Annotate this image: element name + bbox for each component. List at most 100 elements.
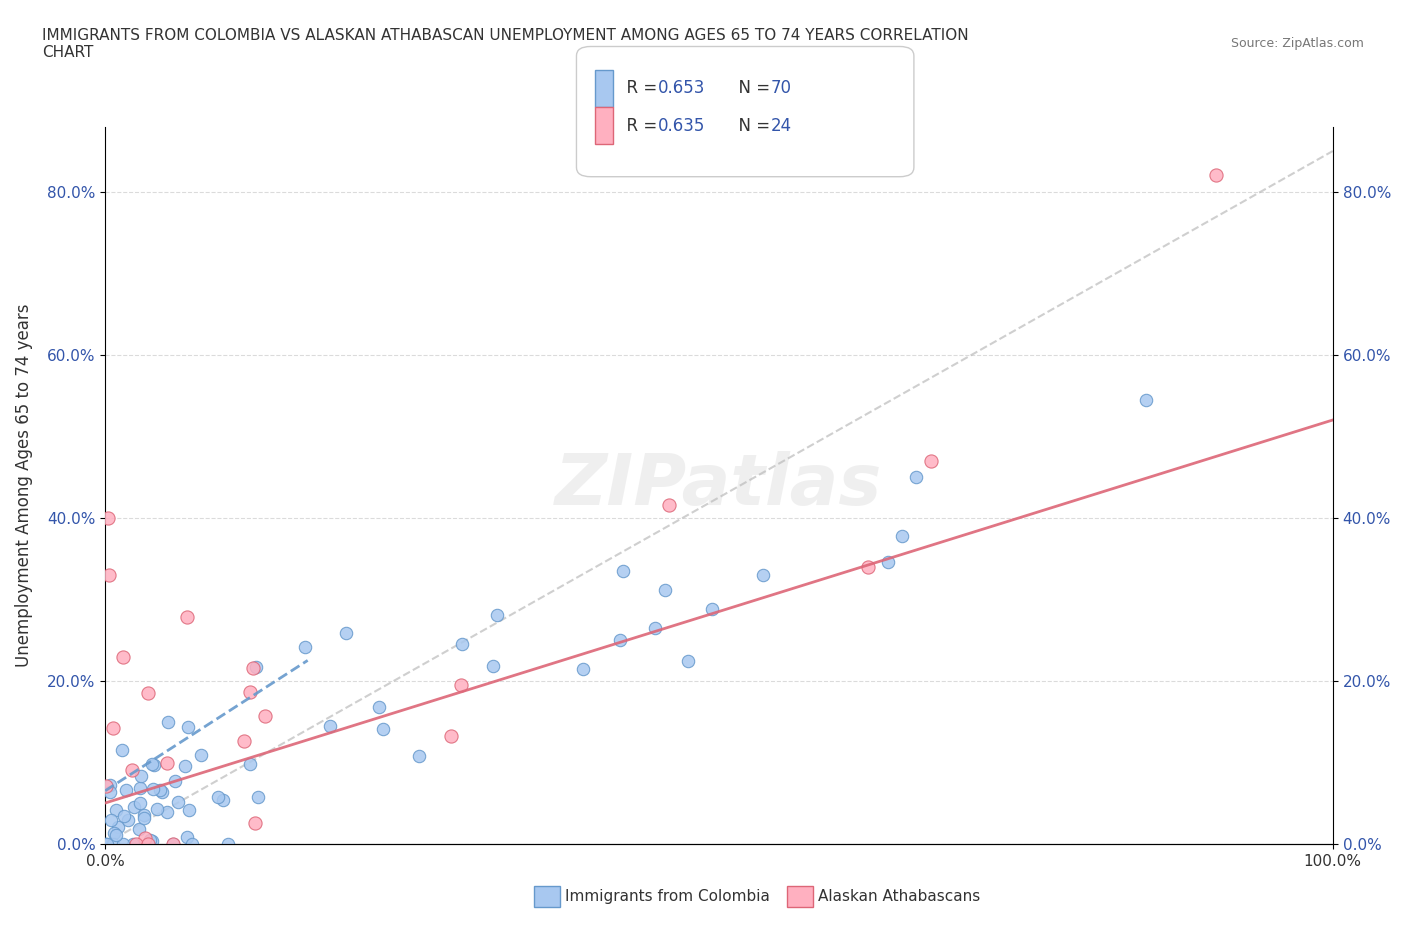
Immigrants from Colombia: [177, 720, 200, 735]
Alaskan Athabascans: [124, 836, 146, 851]
Immigrants from Colombia: [319, 719, 342, 734]
Text: Source: ZipAtlas.com: Source: ZipAtlas.com: [1230, 37, 1364, 50]
Alaskan Athabascans: [920, 454, 942, 469]
Immigrants from Colombia: [139, 832, 162, 847]
Immigrants from Colombia: [94, 836, 117, 851]
Immigrants from Colombia: [141, 756, 163, 771]
Immigrants from Colombia: [115, 783, 138, 798]
Immigrants from Colombia: [572, 661, 595, 676]
Immigrants from Colombia: [111, 836, 134, 851]
Immigrants from Colombia: [105, 828, 128, 843]
Immigrants from Colombia: [612, 564, 634, 578]
Immigrants from Colombia: [107, 820, 129, 835]
Immigrants from Colombia: [111, 742, 134, 757]
Immigrants from Colombia: [98, 777, 121, 792]
Immigrants from Colombia: [112, 809, 135, 824]
Immigrants from Colombia: [145, 802, 167, 817]
Immigrants from Colombia: [149, 782, 172, 797]
Alaskan Athabascans: [233, 734, 256, 749]
Immigrants from Colombia: [609, 632, 631, 647]
Text: Immigrants from Colombia: Immigrants from Colombia: [565, 889, 770, 904]
Immigrants from Colombia: [166, 794, 188, 809]
Text: 24: 24: [770, 116, 792, 135]
Immigrants from Colombia: [129, 780, 152, 795]
Immigrants from Colombia: [367, 700, 389, 715]
Immigrants from Colombia: [174, 759, 197, 774]
Immigrants from Colombia: [141, 834, 163, 849]
Immigrants from Colombia: [128, 821, 150, 836]
Immigrants from Colombia: [180, 836, 202, 851]
Text: 0.635: 0.635: [658, 116, 706, 135]
Immigrants from Colombia: [103, 825, 125, 840]
Immigrants from Colombia: [481, 659, 503, 674]
Alaskan Athabascans: [858, 559, 880, 574]
Immigrants from Colombia: [294, 640, 316, 655]
Alaskan Athabascans: [162, 836, 184, 851]
Immigrants from Colombia: [246, 790, 269, 804]
Immigrants from Colombia: [450, 636, 472, 651]
Immigrants from Colombia: [1135, 392, 1157, 407]
Immigrants from Colombia: [98, 785, 121, 800]
Immigrants from Colombia: [142, 781, 165, 796]
Immigrants from Colombia: [179, 803, 201, 817]
Text: R =: R =: [616, 116, 662, 135]
Alaskan Athabascans: [176, 610, 198, 625]
Immigrants from Colombia: [122, 800, 145, 815]
Immigrants from Colombia: [117, 813, 139, 828]
Immigrants from Colombia: [217, 836, 239, 851]
Alaskan Athabascans: [134, 830, 156, 845]
Immigrants from Colombia: [143, 758, 166, 773]
Alaskan Athabascans: [121, 763, 143, 777]
Text: IMMIGRANTS FROM COLOMBIA VS ALASKAN ATHABASCAN UNEMPLOYMENT AMONG AGES 65 TO 74 : IMMIGRANTS FROM COLOMBIA VS ALASKAN ATHA…: [42, 28, 969, 60]
Immigrants from Colombia: [752, 567, 775, 582]
Immigrants from Colombia: [245, 659, 267, 674]
Alaskan Athabascans: [440, 728, 463, 743]
Immigrants from Colombia: [122, 836, 145, 851]
Immigrants from Colombia: [644, 620, 666, 635]
Immigrants from Colombia: [165, 774, 187, 789]
Immigrants from Colombia: [156, 804, 179, 819]
Immigrants from Colombia: [162, 836, 184, 851]
Text: ZIPatlas: ZIPatlas: [555, 451, 883, 520]
Alaskan Athabascans: [242, 660, 264, 675]
Immigrants from Colombia: [676, 654, 699, 669]
Immigrants from Colombia: [150, 785, 173, 800]
Alaskan Athabascans: [254, 708, 277, 723]
Alaskan Athabascans: [136, 836, 159, 851]
Immigrants from Colombia: [890, 529, 912, 544]
Y-axis label: Unemployment Among Ages 65 to 74 years: Unemployment Among Ages 65 to 74 years: [15, 303, 32, 667]
Alaskan Athabascans: [96, 778, 118, 793]
Immigrants from Colombia: [700, 602, 723, 617]
Immigrants from Colombia: [132, 810, 155, 825]
Text: N =: N =: [728, 79, 776, 98]
Immigrants from Colombia: [101, 836, 124, 851]
Immigrants from Colombia: [96, 836, 118, 851]
Immigrants from Colombia: [207, 790, 229, 804]
Alaskan Athabascans: [657, 498, 679, 512]
Immigrants from Colombia: [104, 803, 127, 817]
Immigrants from Colombia: [876, 554, 898, 569]
Alaskan Athabascans: [450, 677, 472, 692]
Alaskan Athabascans: [97, 567, 120, 582]
Alaskan Athabascans: [101, 720, 124, 735]
Immigrants from Colombia: [485, 608, 508, 623]
Immigrants from Colombia: [373, 722, 395, 737]
Immigrants from Colombia: [654, 583, 676, 598]
Immigrants from Colombia: [190, 748, 212, 763]
Immigrants from Colombia: [94, 836, 117, 851]
Text: 0.653: 0.653: [658, 79, 706, 98]
Immigrants from Colombia: [132, 807, 155, 822]
Immigrants from Colombia: [131, 768, 153, 783]
Immigrants from Colombia: [156, 714, 179, 729]
Immigrants from Colombia: [211, 793, 233, 808]
Immigrants from Colombia: [335, 626, 357, 641]
Text: Alaskan Athabascans: Alaskan Athabascans: [818, 889, 980, 904]
Immigrants from Colombia: [905, 470, 928, 485]
Text: 70: 70: [770, 79, 792, 98]
Alaskan Athabascans: [243, 815, 266, 830]
Immigrants from Colombia: [408, 749, 430, 764]
Immigrants from Colombia: [176, 830, 198, 844]
Immigrants from Colombia: [129, 796, 152, 811]
Immigrants from Colombia: [100, 813, 122, 828]
Alaskan Athabascans: [97, 511, 120, 525]
